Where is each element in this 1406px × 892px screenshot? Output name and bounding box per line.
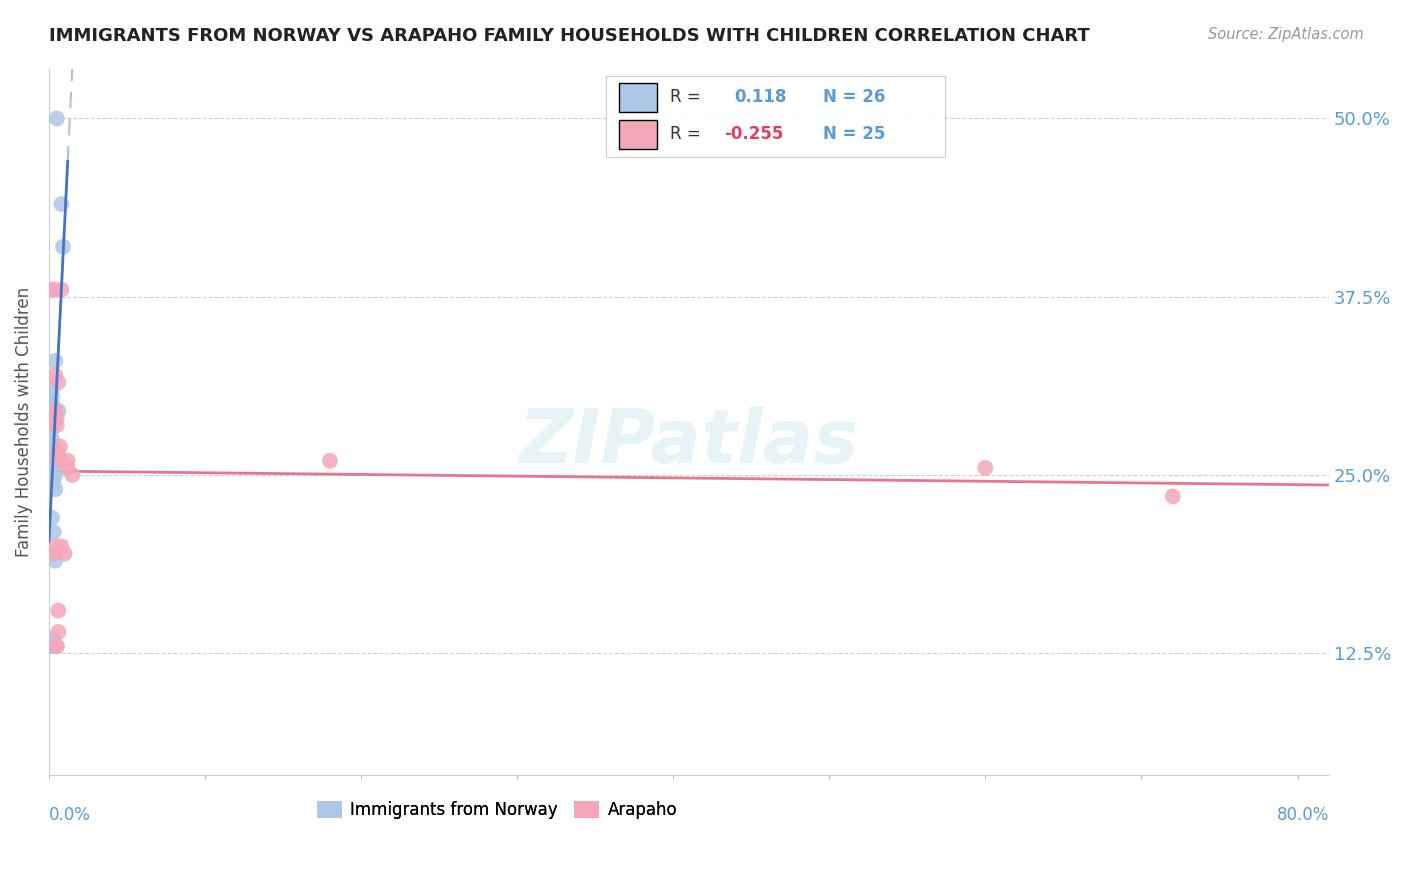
Point xyxy=(42,525,65,540)
Point xyxy=(41,390,63,404)
Point xyxy=(45,639,67,653)
Point xyxy=(39,425,62,440)
Point xyxy=(41,546,63,560)
Point xyxy=(44,354,66,368)
Point xyxy=(44,468,66,483)
Point xyxy=(46,447,69,461)
Text: 80.0%: 80.0% xyxy=(1277,806,1329,824)
Point xyxy=(49,440,72,454)
Point xyxy=(45,112,67,126)
Text: Source: ZipAtlas.com: Source: ZipAtlas.com xyxy=(1208,27,1364,42)
Y-axis label: Family Households with Children: Family Households with Children xyxy=(15,286,32,557)
Point xyxy=(41,511,63,525)
Point xyxy=(42,475,65,490)
Point xyxy=(41,404,63,418)
Point xyxy=(46,376,69,390)
Point xyxy=(44,368,66,383)
Point xyxy=(46,404,69,418)
Point xyxy=(51,283,73,297)
Point xyxy=(44,404,66,418)
Point xyxy=(49,454,72,468)
Point xyxy=(41,454,63,468)
Point xyxy=(41,442,63,457)
Point xyxy=(41,433,63,447)
Point xyxy=(41,418,63,433)
Point xyxy=(51,197,73,211)
Point xyxy=(44,546,66,560)
Point xyxy=(41,440,63,454)
Point xyxy=(41,383,63,397)
Point xyxy=(41,461,63,475)
Point xyxy=(319,454,342,468)
Point xyxy=(53,546,76,560)
Point xyxy=(1161,490,1184,504)
Point xyxy=(45,639,67,653)
Text: IMMIGRANTS FROM NORWAY VS ARAPAHO FAMILY HOUSEHOLDS WITH CHILDREN CORRELATION CH: IMMIGRANTS FROM NORWAY VS ARAPAHO FAMILY… xyxy=(49,27,1090,45)
Point xyxy=(52,240,75,254)
Point xyxy=(44,483,66,497)
Point xyxy=(46,624,69,639)
Text: ZIPatlas: ZIPatlas xyxy=(519,406,859,479)
Point xyxy=(46,603,69,617)
Point xyxy=(44,553,66,567)
Point xyxy=(41,397,63,411)
Point xyxy=(41,447,63,461)
Point xyxy=(41,283,63,297)
Point xyxy=(60,468,83,483)
Point xyxy=(56,454,79,468)
Legend: Immigrants from Norway, Arapaho: Immigrants from Norway, Arapaho xyxy=(316,801,678,819)
Point xyxy=(56,461,79,475)
Point xyxy=(45,411,67,425)
Point xyxy=(42,632,65,646)
Point xyxy=(41,639,63,653)
Text: 0.0%: 0.0% xyxy=(49,806,91,824)
Point xyxy=(974,461,997,475)
Point xyxy=(42,283,65,297)
Point xyxy=(45,418,67,433)
Point xyxy=(44,540,66,554)
Point xyxy=(51,540,73,554)
